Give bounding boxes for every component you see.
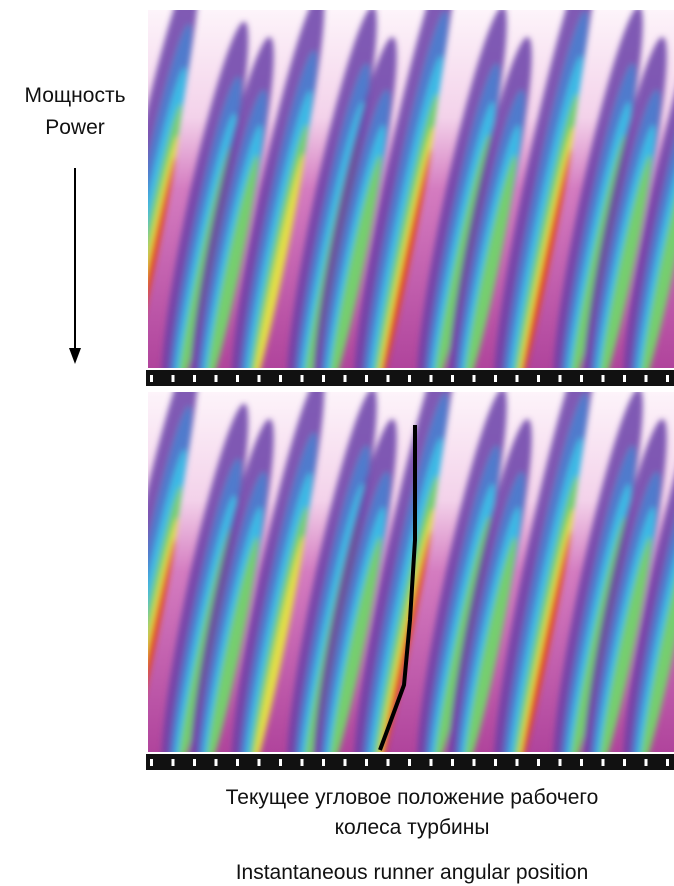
strip-tick [257, 375, 261, 382]
left-label: Power [45, 116, 105, 139]
streak [252, 153, 304, 368]
streak [148, 156, 176, 368]
strip-tick [451, 375, 454, 382]
strip-tick [429, 375, 433, 382]
left-label: Мощность [24, 84, 126, 107]
strip-tick [343, 759, 347, 766]
streak [252, 535, 304, 752]
strip-tick [322, 759, 325, 766]
strip-tick [644, 375, 648, 382]
strip-tick [451, 759, 454, 766]
strip-tick [343, 375, 347, 382]
strip-tick [623, 759, 626, 766]
streak [639, 516, 674, 752]
streaks [148, 392, 674, 752]
strip-tick [515, 759, 519, 766]
streak [598, 154, 652, 368]
strip-tick [171, 375, 175, 382]
strip-tick [386, 759, 390, 766]
caption: колеса турбины [334, 816, 490, 839]
strip-tick [601, 759, 605, 766]
strip-tick [408, 375, 411, 382]
strip-tick [214, 375, 218, 382]
strip-tick [386, 375, 390, 382]
caption: Текущее угловое положение рабочего [225, 786, 599, 809]
arrow-head [69, 348, 81, 364]
strip-tick [666, 759, 669, 766]
strip-tick [279, 759, 282, 766]
strip-tick [623, 375, 626, 382]
strip-tick [429, 759, 433, 766]
strip-tick [300, 375, 304, 382]
strip-tick [322, 375, 325, 382]
streaks [148, 10, 674, 368]
streak [598, 536, 652, 752]
caption: Instantaneous runner angular position [235, 861, 589, 884]
streak [378, 148, 432, 368]
strip-tick [644, 759, 648, 766]
strip-tick [193, 759, 196, 766]
strip-tick [558, 375, 562, 382]
strip-tick [494, 759, 497, 766]
strip-tick [171, 759, 175, 766]
strip-tick [365, 759, 368, 766]
spectrogram-bottom [148, 392, 674, 752]
tick-strip [146, 370, 674, 386]
streak [463, 154, 517, 368]
streak [518, 148, 572, 368]
strip-tick [472, 759, 476, 766]
strip-tick [236, 759, 239, 766]
strip-tick [558, 759, 562, 766]
strip-tick [236, 375, 239, 382]
strip-tick [150, 759, 153, 766]
streak [463, 536, 517, 752]
strip-tick [580, 375, 583, 382]
streak [328, 154, 382, 368]
strip-tick [494, 375, 497, 382]
strip-tick [150, 375, 153, 382]
strip-tick [537, 375, 540, 382]
streak [328, 536, 382, 752]
strip-tick [365, 375, 368, 382]
strip-tick [408, 759, 411, 766]
strip-tick [537, 759, 540, 766]
strip-tick [214, 759, 218, 766]
tick-strip [146, 754, 674, 770]
strip-tick [193, 375, 196, 382]
streak [148, 538, 176, 752]
strip-tick [515, 375, 519, 382]
streak [639, 134, 674, 368]
strip-tick [601, 375, 605, 382]
strip-tick [472, 375, 476, 382]
spectrogram-top [148, 10, 674, 368]
strip-tick [300, 759, 304, 766]
streak [205, 536, 259, 752]
strip-tick [666, 375, 669, 382]
streak [205, 154, 259, 368]
runner-position-line [378, 425, 417, 751]
strip-tick [257, 759, 261, 766]
strip-tick [580, 759, 583, 766]
streak [518, 530, 572, 752]
strip-tick [279, 375, 282, 382]
